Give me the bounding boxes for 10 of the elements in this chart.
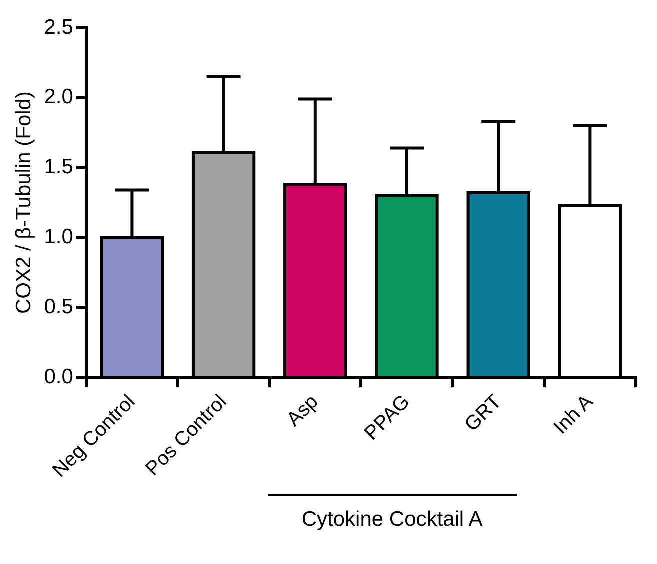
- text: Cytokine Cocktail A: [300, 508, 484, 532]
- y-tick-label: 2.0: [44, 86, 74, 109]
- y-axis-title: COX2 / β-Tubulin (Fold): [12, 92, 36, 314]
- y-tick-label: 1.5: [44, 156, 74, 179]
- y-tick-label: 1.0: [44, 226, 74, 249]
- x-tick-label: Asp: [282, 390, 323, 431]
- x-tick-label: Inh A: [550, 390, 598, 439]
- y-tick-label: 0.0: [44, 365, 74, 388]
- y-tick-label: 2.5: [44, 16, 74, 39]
- y-tick-label: 0.5: [44, 295, 74, 318]
